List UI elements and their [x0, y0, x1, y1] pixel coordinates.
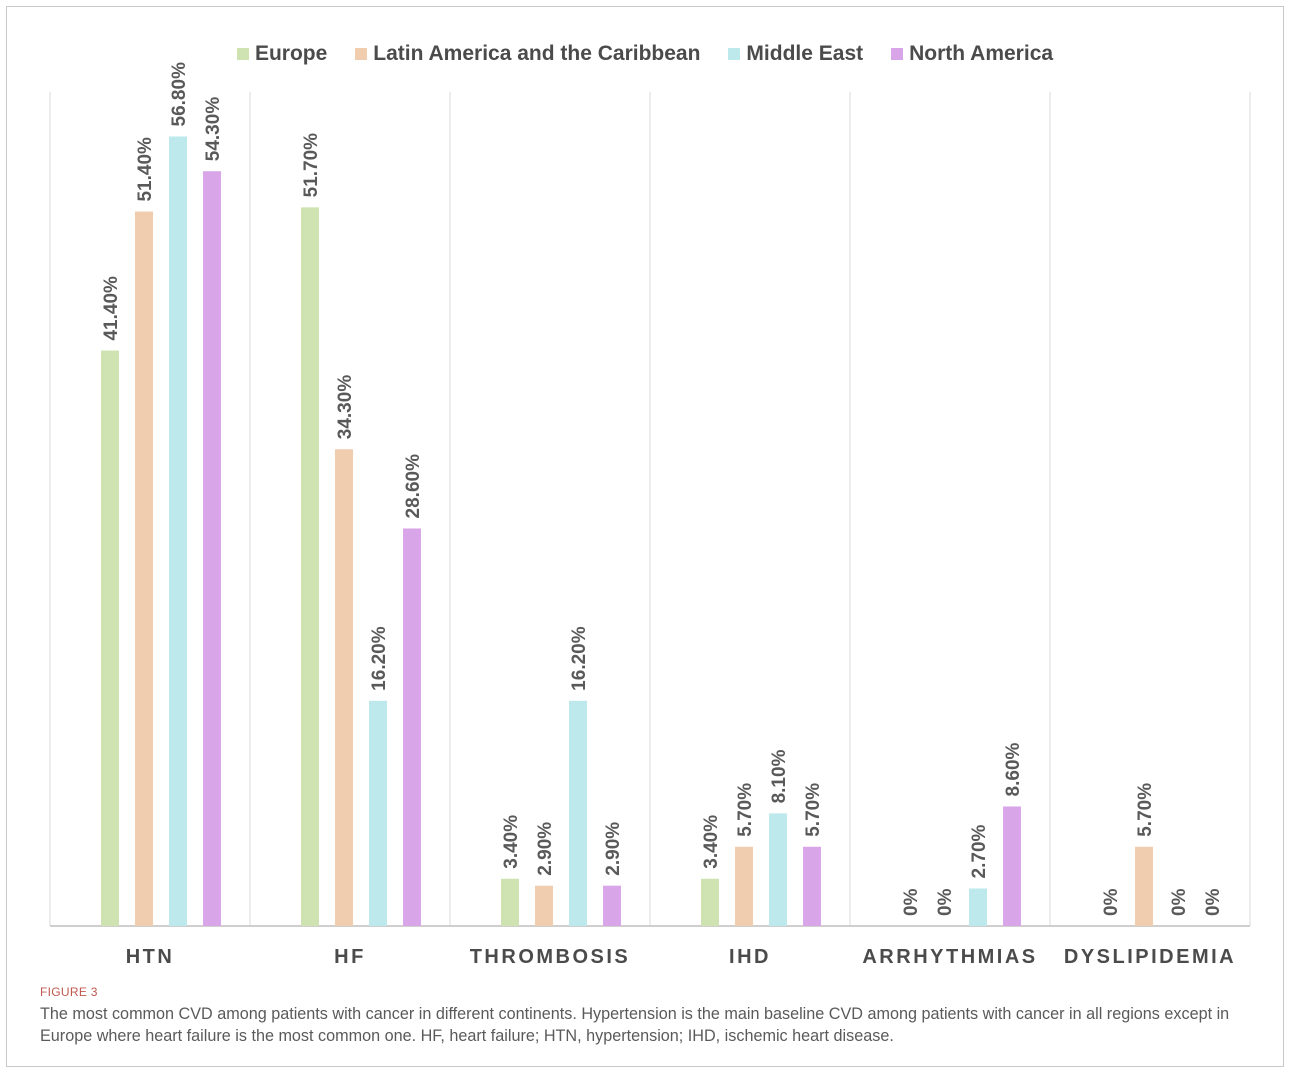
x-tick-label: ARRHYTHMIAS — [862, 946, 1037, 968]
data-label: 51.40% — [135, 137, 156, 202]
data-label: 2.70% — [969, 824, 990, 878]
data-label: 28.60% — [403, 454, 424, 519]
data-label: 0% — [935, 888, 956, 916]
legend-swatch-middle-east — [728, 48, 741, 60]
data-label: 0% — [1101, 888, 1122, 916]
legend-item-latin-america: Latin America and the Caribbean — [355, 42, 700, 66]
data-label: 34.30% — [335, 375, 356, 440]
bar — [369, 700, 387, 926]
legend-label-middle-east: Middle East — [746, 42, 864, 65]
data-label: 2.90% — [603, 822, 624, 876]
bar — [1135, 846, 1153, 926]
data-label: 3.40% — [501, 815, 522, 869]
bar — [603, 885, 621, 926]
bar — [101, 350, 119, 926]
x-tick-label: DYSLIPIDEMIA — [1064, 946, 1236, 968]
legend-swatch-north-america — [891, 48, 904, 60]
legend-swatch-latin-america — [355, 48, 368, 60]
data-label: 5.70% — [803, 783, 824, 837]
x-tick-label: HTN — [126, 946, 175, 968]
legend-item-middle-east: Middle East — [728, 42, 863, 66]
legend-label-latin-america: Latin America and the Caribbean — [373, 42, 701, 65]
bar — [501, 878, 519, 926]
x-tick-label: IHD — [729, 946, 771, 968]
x-tick-label: HF — [334, 946, 366, 968]
data-label: 2.90% — [535, 822, 556, 876]
data-label: 41.40% — [101, 276, 122, 341]
data-label: 16.20% — [369, 626, 390, 691]
bar — [735, 846, 753, 926]
data-label: 5.70% — [735, 783, 756, 837]
data-label: 3.40% — [701, 815, 722, 869]
data-label: 0% — [1203, 888, 1224, 916]
figure-caption: The most common CVD among patients with … — [40, 1005, 1230, 1045]
data-label: 5.70% — [1135, 783, 1156, 837]
chart-legend: Europe Latin America and the Caribbean M… — [0, 42, 1290, 66]
bar — [769, 813, 787, 926]
legend-item-north-america: North America — [891, 42, 1053, 66]
bar — [203, 171, 221, 927]
figure-label: FIGURE 3 — [40, 985, 98, 999]
data-label: 0% — [901, 888, 922, 916]
legend-label-north-america: North America — [909, 42, 1054, 65]
bar — [403, 528, 421, 926]
figure-frame — [6, 6, 1284, 1067]
bar-chart: HTN 41.40% 51.40% 56.80% 54.30% HF 51.70% 34.30… — [49, 62, 1251, 968]
data-label: 54.30% — [203, 97, 224, 162]
bar — [301, 207, 319, 926]
bar — [169, 136, 187, 927]
bar — [535, 885, 553, 926]
bar — [335, 449, 353, 926]
data-label: 8.10% — [769, 749, 790, 803]
data-label: 51.70% — [301, 133, 322, 198]
bar — [803, 846, 821, 926]
data-label: 8.60% — [1003, 742, 1024, 796]
bar — [135, 211, 153, 927]
bar — [1003, 806, 1021, 926]
bar — [969, 888, 987, 926]
data-label: 0% — [1169, 888, 1190, 916]
bar — [701, 878, 719, 926]
bar — [569, 700, 587, 926]
legend-item-europe: Europe — [236, 42, 328, 66]
data-label: 16.20% — [569, 626, 590, 691]
legend-swatch-europe — [236, 48, 249, 60]
x-tick-label: THROMBOSIS — [470, 946, 631, 968]
data-label: 56.80% — [169, 62, 190, 127]
legend-label-europe: Europe — [254, 42, 328, 65]
